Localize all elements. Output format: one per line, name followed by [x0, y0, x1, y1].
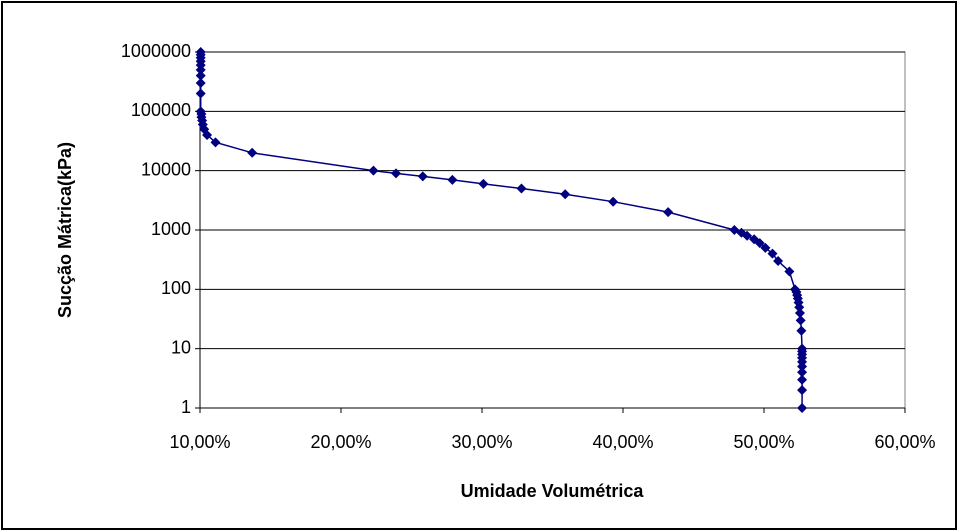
data-point	[202, 129, 213, 140]
y-tick-label: 1000000	[121, 41, 191, 61]
data-point	[794, 307, 805, 318]
y-tick-label: 10	[171, 337, 191, 357]
data-point	[210, 137, 221, 148]
data-point	[760, 242, 771, 253]
data-point	[794, 302, 805, 313]
data-point	[754, 238, 765, 249]
data-point	[478, 178, 489, 189]
data-point	[608, 196, 619, 207]
y-tick-label: 100	[161, 278, 191, 298]
data-point	[447, 174, 458, 185]
data-point	[195, 64, 206, 75]
y-tick-label: 1000	[151, 219, 191, 239]
data-point	[742, 230, 753, 241]
data-point	[797, 367, 808, 378]
y-tick-label: 10000	[141, 159, 191, 179]
data-point	[195, 70, 206, 81]
data-point	[797, 385, 808, 396]
y-tick-label: 100000	[131, 100, 191, 120]
data-point	[195, 78, 206, 89]
x-axis-label: Umidade Volumétrica	[461, 481, 645, 501]
data-point	[417, 171, 428, 182]
data-point	[795, 315, 806, 326]
data-point	[368, 165, 379, 176]
data-point	[797, 403, 808, 413]
data-point	[773, 256, 784, 267]
data-point	[796, 325, 807, 336]
data-point	[195, 88, 206, 99]
data-point	[797, 361, 808, 372]
data-point	[784, 266, 795, 277]
data-point	[560, 189, 571, 200]
y-axis-label: Sucção Mátrica(kPa)	[55, 142, 75, 318]
data-point	[797, 374, 808, 385]
data-point	[390, 168, 401, 179]
data-point	[516, 183, 527, 194]
x-tick-label: 10,00%	[169, 432, 230, 452]
x-tick-label: 60,00%	[874, 432, 935, 452]
x-tick-label: 20,00%	[310, 432, 371, 452]
data-point	[767, 248, 778, 259]
x-tick-label: 30,00%	[451, 432, 512, 452]
x-tick-label: 40,00%	[592, 432, 653, 452]
y-tick-label: 1	[181, 397, 191, 417]
data-point	[663, 207, 674, 218]
data-point	[247, 147, 258, 158]
x-tick-label: 50,00%	[733, 432, 794, 452]
